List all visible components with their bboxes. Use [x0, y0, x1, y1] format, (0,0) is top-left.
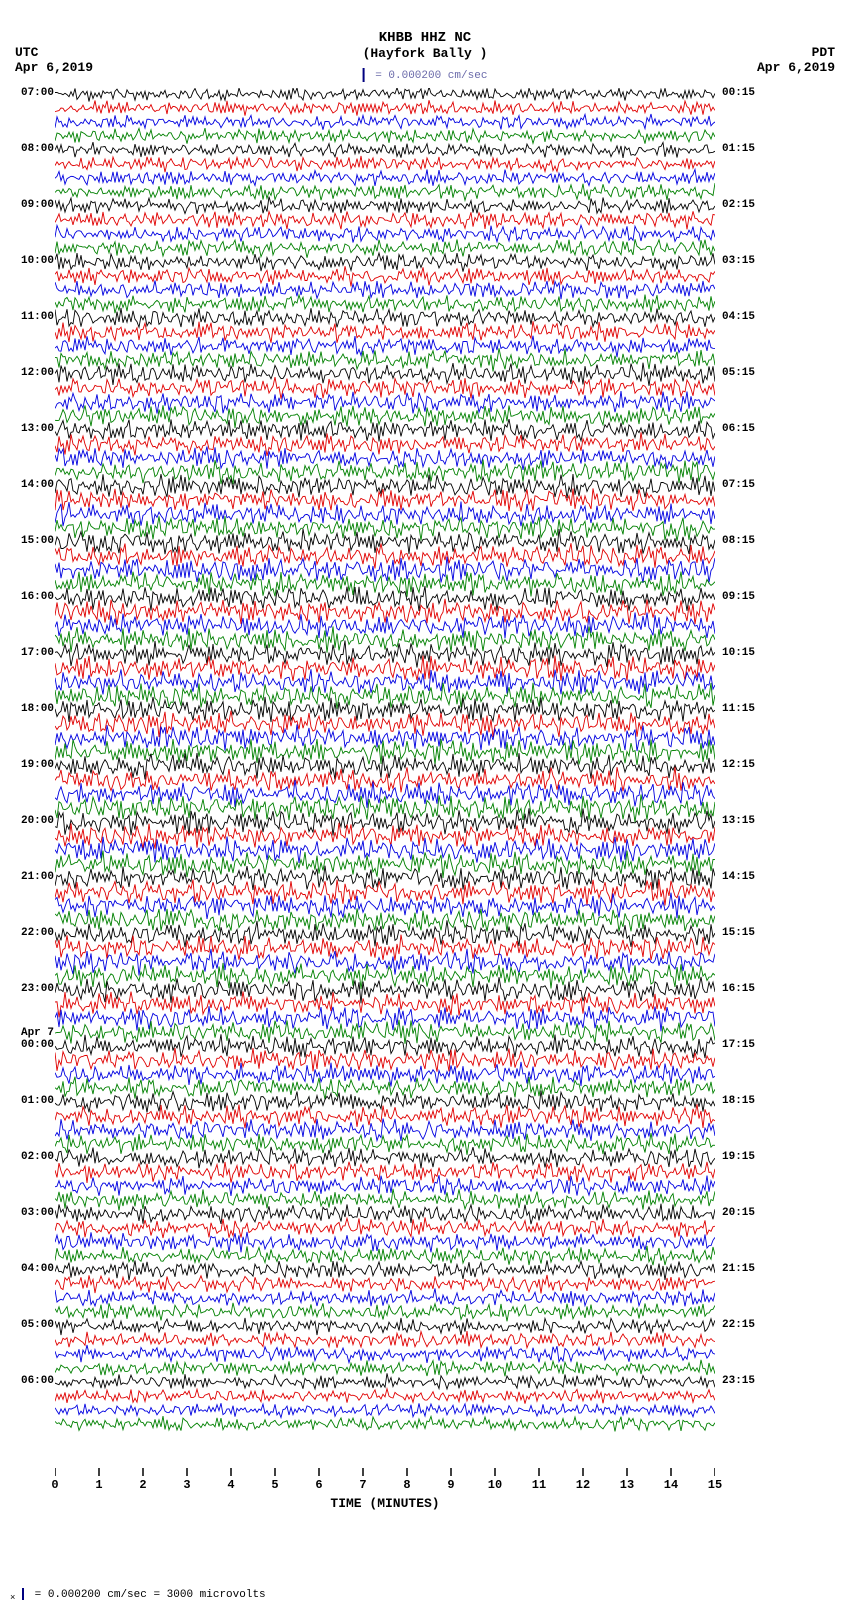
- station-location: (Hayfork Bally ): [0, 46, 850, 61]
- utc-label: 01:00: [21, 1096, 54, 1107]
- pdt-time-labels: 00:15 01:15 02:15 03:15 04:15 05:15 06:15 07:15…: [718, 88, 758, 1468]
- utc-label: 06:00: [21, 1376, 54, 1387]
- utc-label: 22:00: [21, 928, 54, 939]
- utc-label: 16:00: [21, 592, 54, 603]
- utc-label: 15:00: [21, 536, 54, 547]
- pdt-label: 00:15: [722, 88, 755, 99]
- pdt-label: 03:15: [722, 256, 755, 267]
- utc-label: 02:00: [21, 1152, 54, 1163]
- utc-label: 00:00: [21, 1040, 54, 1051]
- pdt-label: 06:15: [722, 424, 755, 435]
- utc-label: 20:00: [21, 816, 54, 827]
- pdt-label: 20:15: [722, 1208, 755, 1219]
- scale-bar-icon: [363, 68, 365, 82]
- x-tick: 12: [576, 1478, 590, 1492]
- x-tick: 3: [183, 1478, 190, 1492]
- utc-label: 12:00: [21, 368, 54, 379]
- x-axis: 0123456789101112131415 TIME (MINUTES): [55, 1468, 715, 1518]
- x-tick: 6: [315, 1478, 322, 1492]
- x-tick: 10: [488, 1478, 502, 1492]
- x-tick: 5: [271, 1478, 278, 1492]
- x-tick: 4: [227, 1478, 234, 1492]
- pdt-label: 19:15: [722, 1152, 755, 1163]
- seismogram-svg: [55, 88, 715, 1468]
- utc-label: 21:00: [21, 872, 54, 883]
- pdt-label: 08:15: [722, 536, 755, 547]
- x-tick: 0: [51, 1478, 58, 1492]
- x-tick: 11: [532, 1478, 546, 1492]
- utc-label: 05:00: [21, 1320, 54, 1331]
- x-tick: 8: [403, 1478, 410, 1492]
- date-left: Apr 6,2019: [15, 60, 93, 75]
- utc-label: 04:00: [21, 1264, 54, 1275]
- pdt-label: 11:15: [722, 704, 755, 715]
- pdt-label: 05:15: [722, 368, 755, 379]
- scale-value: = 0.000200 cm/sec: [375, 70, 487, 82]
- utc-label: 11:00: [21, 312, 54, 323]
- pdt-label: 22:15: [722, 1320, 755, 1331]
- pdt-label: 16:15: [722, 984, 755, 995]
- pdt-label: 12:15: [722, 760, 755, 771]
- x-tick: 14: [664, 1478, 678, 1492]
- pdt-label: 17:15: [722, 1040, 755, 1051]
- pdt-label: 13:15: [722, 816, 755, 827]
- utc-label: 17:00: [21, 648, 54, 659]
- pdt-label: 01:15: [722, 144, 755, 155]
- utc-label: 10:00: [21, 256, 54, 267]
- scale-bar-icon: [22, 1588, 24, 1600]
- day-marker: Apr 7: [21, 1028, 54, 1039]
- utc-time-labels: 07:00 08:00 09:00 10:00 11:00 12:00 13:00 14:00…: [12, 88, 54, 1468]
- x-axis-ticks-svg: [55, 1468, 715, 1480]
- pdt-label: 18:15: [722, 1096, 755, 1107]
- helicorder-plot: [55, 88, 715, 1468]
- utc-label: 08:00: [21, 144, 54, 155]
- x-tick: 7: [359, 1478, 366, 1492]
- pdt-label: 04:15: [722, 312, 755, 323]
- utc-label: 09:00: [21, 200, 54, 211]
- pdt-label: 14:15: [722, 872, 755, 883]
- utc-label: 07:00: [21, 88, 54, 99]
- pdt-label: 02:15: [722, 200, 755, 211]
- pdt-label: 15:15: [722, 928, 755, 939]
- pdt-label: 21:15: [722, 1264, 755, 1275]
- station-id: KHBB HHZ NC: [0, 30, 850, 46]
- x-tick: 13: [620, 1478, 634, 1492]
- footer-scale: × = 0.000200 cm/sec = 3000 microvolts: [10, 1588, 266, 1603]
- tz-right: PDT: [812, 45, 835, 60]
- utc-label: 13:00: [21, 424, 54, 435]
- footer-text: = 0.000200 cm/sec = 3000 microvolts: [35, 1589, 266, 1601]
- x-tick: 15: [708, 1478, 722, 1492]
- utc-label: 18:00: [21, 704, 54, 715]
- scale-note: = 0.000200 cm/sec: [363, 68, 488, 82]
- utc-label: 14:00: [21, 480, 54, 491]
- utc-label: 03:00: [21, 1208, 54, 1219]
- pdt-label: 10:15: [722, 648, 755, 659]
- utc-label: 19:00: [21, 760, 54, 771]
- x-tick: 9: [447, 1478, 454, 1492]
- utc-label: 23:00: [21, 984, 54, 995]
- tz-left: UTC: [15, 45, 38, 60]
- pdt-label: 23:15: [722, 1376, 755, 1387]
- date-right: Apr 6,2019: [757, 60, 835, 75]
- x-tick: 2: [139, 1478, 146, 1492]
- pdt-label: 07:15: [722, 480, 755, 491]
- x-axis-label: TIME (MINUTES): [55, 1496, 715, 1511]
- pdt-label: 09:15: [722, 592, 755, 603]
- chart-header: KHBB HHZ NC (Hayfork Bally ): [0, 30, 850, 61]
- x-tick: 1: [95, 1478, 102, 1492]
